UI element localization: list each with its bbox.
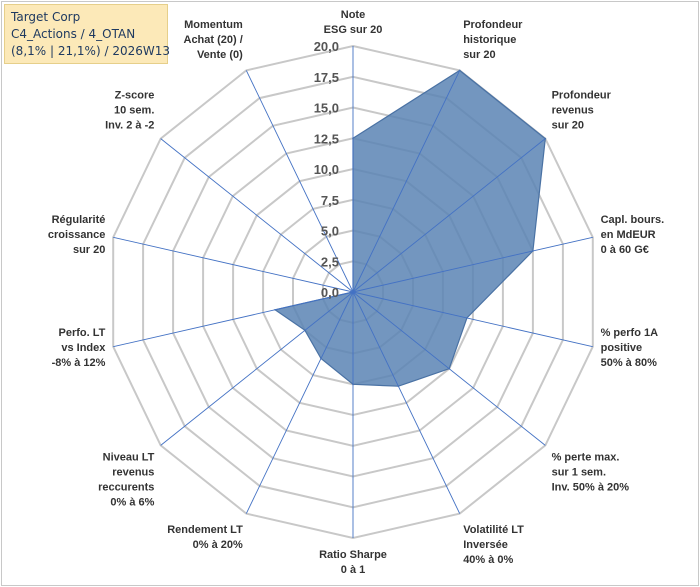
axis-label-line: 0 à 60 G€ — [601, 244, 649, 256]
axis-label-line: Rendement LT — [167, 524, 243, 536]
axis-label: Capl. bours. en MdEUR 0 à 60 G€ — [601, 214, 665, 256]
axis-label-line: 10 sem. — [114, 105, 154, 117]
axis-label-line: 50% à 80% — [601, 357, 657, 369]
axis-spoke — [245, 291, 354, 514]
legend-box: Target Corp C4_Actions / 4_OTAN (8,1% | … — [4, 4, 170, 64]
tick-label: 15,0 — [314, 101, 339, 116]
axis-spoke — [160, 291, 354, 446]
tick-label: 12,5 — [314, 131, 339, 146]
axis-spoke — [352, 236, 593, 293]
axis-label-line: Régularité — [52, 214, 106, 226]
axis-label-line: 0% à 6% — [110, 496, 154, 508]
axis-label-line: sur 20 — [463, 49, 495, 61]
axis-label: Volatilité LT Inversée 40% à 0% — [463, 524, 524, 566]
axis-label-line: positive — [601, 342, 643, 354]
axis-label-line: reccurents — [98, 481, 154, 493]
axis-spoke — [160, 138, 354, 293]
axis-spoke — [352, 291, 546, 446]
radar-spokes — [113, 46, 593, 538]
series-area — [273, 69, 546, 387]
axis-label-line: Inv. 50% à 20% — [552, 481, 630, 493]
axis-label-line: sur 20 — [73, 244, 105, 256]
axis-label-line: Volatilité LT — [463, 524, 524, 536]
axis-label: % perte max. sur 1 sem. Inv. 50% à 20% — [552, 451, 630, 493]
tick-label: 2,5 — [321, 254, 339, 269]
tick-label: 7,5 — [321, 193, 339, 208]
axis-spoke — [245, 70, 354, 293]
tick-label: 5,0 — [321, 224, 339, 239]
axis-label-line: revenus — [552, 105, 594, 117]
axis-spoke — [113, 236, 354, 293]
axis-label-line: ESG sur 20 — [324, 24, 383, 36]
axis-label-line: Profondeur — [552, 90, 612, 102]
axis-label: Momentum Achat (20) / Vente (0) — [184, 19, 244, 61]
legend-stats: (8,1% | 21,1%) / 2026W13 — [11, 44, 170, 58]
axis-labels: Note ESG sur 20 Profondeur historique sur 20… — [48, 9, 664, 576]
axis-label-line: Z-score — [115, 90, 155, 102]
axis-spoke — [113, 291, 354, 348]
axis-label-line: Niveau LT — [103, 451, 155, 463]
tick-label: 20,0 — [314, 39, 339, 54]
axis-label: Niveau LT revenus reccurents 0% à 6% — [98, 451, 155, 508]
axis-label-line: Inv. 2 à -2 — [105, 120, 154, 132]
axis-label-line: Momentum — [184, 19, 243, 31]
axis-label-line: 0% à 20% — [193, 539, 243, 551]
axis-label-line: Ratio Sharpe — [319, 549, 387, 561]
radial-tick-labels: 0,0 2,5 5,0 7,5 10,0 12,5 15,0 17,5 20,0 — [314, 39, 339, 300]
axis-label-line: % perte max. — [552, 451, 620, 463]
axis-spoke — [352, 70, 461, 293]
axis-label-line: Inversée — [463, 539, 508, 551]
axis-spoke — [352, 291, 461, 514]
axis-label-line: revenus — [112, 466, 154, 478]
axis-label-line: en MdEUR — [601, 229, 656, 241]
axis-label: Note ESG sur 20 — [324, 9, 383, 36]
axis-spoke — [352, 291, 593, 348]
tick-label: 10,0 — [314, 162, 339, 177]
legend-category: C4_Actions / 4_OTAN — [11, 27, 136, 41]
tick-label: 0,0 — [321, 285, 339, 300]
axis-label: Profondeur revenus sur 20 — [552, 90, 612, 132]
tick-label: 17,5 — [314, 70, 339, 85]
axis-label-line: historique — [463, 34, 516, 46]
axis-label-line: Note — [341, 9, 365, 21]
axis-label: Profondeur historique sur 20 — [463, 19, 523, 61]
axis-label: Régularité croissance sur 20 — [48, 214, 105, 256]
axis-label-line: 0 à 1 — [341, 564, 365, 576]
axis-label-line: Vente (0) — [197, 49, 243, 61]
axis-label: Perfo. LT vs Index -8% à 12% — [52, 327, 107, 369]
axis-label-line: croissance — [48, 229, 105, 241]
radar-series-layer — [273, 69, 547, 388]
axis-label-line: Achat (20) / — [184, 34, 243, 46]
axis-label: Rendement LT 0% à 20% — [167, 524, 243, 551]
axis-label-line: sur 20 — [552, 120, 584, 132]
axis-label-line: vs Index — [61, 342, 106, 354]
axis-label-line: 40% à 0% — [463, 554, 513, 566]
axis-label-line: Capl. bours. — [601, 214, 665, 226]
axis-label: % perfo 1A positive 50% à 80% — [601, 327, 659, 369]
axis-label-line: % perfo 1A — [601, 327, 659, 339]
axis-label: Ratio Sharpe 0 à 1 — [319, 549, 387, 576]
legend-company: Target Corp — [11, 10, 81, 24]
axis-label-line: -8% à 12% — [52, 357, 106, 369]
axis-label: Z-score 10 sem. Inv. 2 à -2 — [105, 90, 154, 132]
axis-label-line: Profondeur — [463, 19, 523, 31]
axis-spoke — [352, 138, 546, 293]
axis-label-line: Perfo. LT — [59, 327, 106, 339]
axis-label-line: sur 1 sem. — [552, 466, 606, 478]
